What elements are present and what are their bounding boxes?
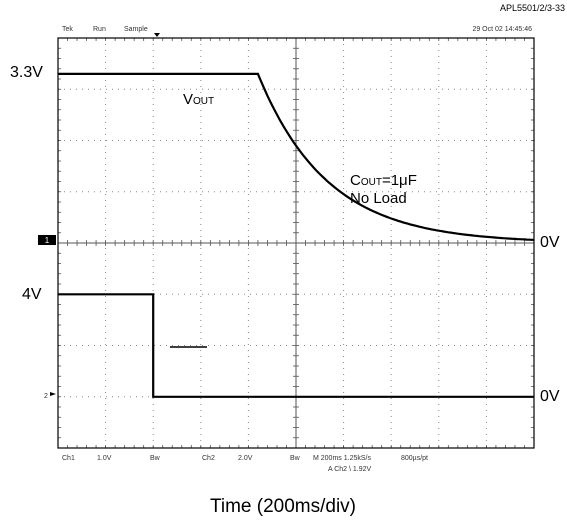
plot-frame xyxy=(57,37,535,449)
ch2-bandwidth: Bw xyxy=(290,455,301,462)
cout-label-value: =1μF xyxy=(382,172,417,189)
vout-label: VOUT xyxy=(183,91,214,108)
ch2-high-level-label: 4V xyxy=(22,286,42,303)
vin-trace xyxy=(58,293,534,398)
ch1-scale: 1.0V xyxy=(97,455,112,462)
x-axis-label: Time (200ms/div) xyxy=(210,496,356,517)
ch1-ground-marker xyxy=(38,235,56,245)
sample-mode: Sample xyxy=(124,26,148,33)
ch1-ground-marker-label: 1 xyxy=(45,236,50,245)
no-load-label: No Load xyxy=(350,190,407,207)
trigger-position-marker xyxy=(154,33,160,37)
vout-trace xyxy=(58,72,535,241)
ch2-name: Ch2 xyxy=(202,455,215,462)
ch1-bandwidth: Bw xyxy=(150,455,161,462)
timestamp: 29 Oct 02 14:45:46 xyxy=(472,26,532,33)
brand-label: Tek xyxy=(62,26,73,33)
ch2-ground-marker xyxy=(50,392,56,396)
cout-label-main: C xyxy=(350,172,361,189)
run-status: Run xyxy=(93,26,106,33)
ch1-zero-level-label: 0V xyxy=(540,234,560,251)
timebase-readout: M 200ms 1.25kS/s xyxy=(313,455,371,462)
sample-interval: 800µs/pt xyxy=(401,455,428,462)
vout-label-sub: OUT xyxy=(193,96,214,107)
trigger-readout: A Ch2 \ 1.92V xyxy=(328,466,372,473)
ch1-high-level-label: 3.3V xyxy=(10,64,43,81)
cout-label: COUT=1μF xyxy=(350,172,417,189)
part-number: APL5501/2/3-33 xyxy=(500,3,565,13)
ch2-scale: 2.0V xyxy=(238,455,253,462)
cout-label-sub: OUT xyxy=(361,177,382,188)
vout-label-main: V xyxy=(183,91,193,108)
ch1-name: Ch1 xyxy=(62,455,75,462)
ch2-zero-level-label: 0V xyxy=(540,388,560,405)
graticule xyxy=(58,38,534,448)
ch2-ground-marker-label: 2 xyxy=(44,393,48,400)
